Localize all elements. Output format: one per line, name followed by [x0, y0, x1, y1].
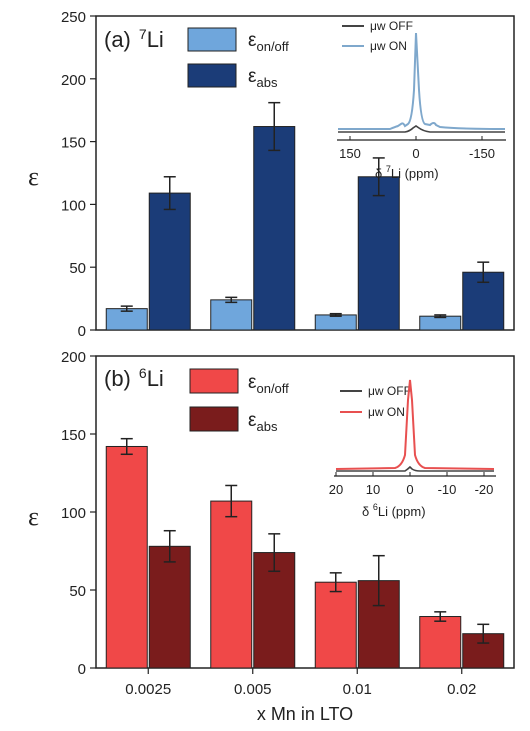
y-tick-label: 200 [61, 349, 86, 366]
inset-b-tick: -10 [438, 482, 457, 497]
y-tick-label: 100 [61, 197, 86, 214]
panel-a-bars [105, 101, 505, 331]
inset-b-spectrum-off [336, 465, 494, 472]
legend-label-abs: εabs [248, 410, 278, 434]
inset-b-xlabel: δ 6Li (ppm) [362, 502, 426, 519]
inset-a-tick: 150 [339, 146, 361, 161]
panel-a-ylabel: ε [28, 162, 39, 191]
y-tick-label: 150 [61, 427, 86, 444]
inset-b-tick: 0 [406, 482, 413, 497]
panel-a-legend: εon/off εabs [187, 27, 289, 90]
inset-b-tick: -20 [475, 482, 494, 497]
bar [357, 176, 400, 331]
bar [314, 314, 357, 331]
bar [210, 500, 253, 669]
legend-swatch-on-off [187, 27, 237, 52]
legend-label-on-off: εon/off [248, 372, 289, 396]
inset-a-legend-on: μw ON [370, 39, 407, 53]
legend-swatch-abs [187, 63, 237, 88]
panel-b-xticks: 0.0025 0.005 0.01 0.02 [125, 668, 476, 698]
bar [105, 445, 148, 669]
inset-a-tick: -150 [469, 146, 495, 161]
inset-b-legend-off: μw OFF [368, 384, 411, 398]
legend-label-abs: εabs [248, 66, 278, 90]
bar [148, 192, 191, 331]
panel-b-yticks: 0 50 100 150 200 [61, 349, 96, 678]
inset-b-tick: 10 [366, 482, 380, 497]
bar [210, 299, 253, 331]
y-tick-label: 0 [78, 323, 86, 340]
y-tick-label: 250 [61, 9, 86, 26]
x-tick-label: 0.01 [343, 681, 372, 698]
panel-a-inset: μw OFF μw ON 150 0 -150 δ 7Li (ppm) [330, 19, 506, 181]
inset-b-legend-on: μw ON [368, 405, 405, 419]
inset-a-tick: 0 [412, 146, 419, 161]
legend-swatch-on-off [189, 368, 239, 394]
y-tick-label: 100 [61, 505, 86, 522]
legend-swatch-abs [189, 406, 239, 432]
bar [253, 126, 296, 331]
panel-b-label: (b) 6Li [104, 365, 164, 391]
inset-a-legend-off: μw OFF [370, 19, 413, 33]
panel-a-yticks: 0 50 100 150 200 250 [61, 9, 96, 340]
bar [419, 315, 462, 331]
panel-b-inset: μw OFF μw ON 20 10 0 -10 -20 δ 6Li (ppm) [329, 379, 496, 519]
panel-b-ylabel: ε [28, 502, 39, 531]
y-tick-label: 150 [61, 135, 86, 152]
inset-a-xlabel: δ 7Li (ppm) [375, 164, 439, 181]
panel-b-legend: εon/off εabs [189, 368, 289, 434]
y-tick-label: 0 [78, 661, 86, 678]
panel-a-frame [95, 15, 515, 331]
panel-b-bars [105, 437, 505, 669]
y-tick-label: 50 [69, 583, 86, 600]
bar [314, 581, 357, 669]
bar [148, 545, 191, 669]
panel-a-label: (a) 7Li [104, 26, 164, 52]
x-tick-label: 0.02 [447, 681, 476, 698]
inset-b-spectrum-on [335, 379, 495, 470]
inset-b-tick: 20 [329, 482, 343, 497]
x-tick-label: 0.005 [234, 681, 272, 698]
panel-a: ε 0 50 100 150 200 250 (a) 7Li εon/off εabs μw… [28, 9, 515, 340]
inset-a-spectrum-off [338, 125, 505, 133]
inset-a-spectrum-on [338, 32, 506, 130]
y-tick-label: 200 [61, 72, 86, 89]
x-tick-label: 0.0025 [125, 681, 171, 698]
bar [419, 616, 462, 669]
x-axis-label: x Mn in LTO [257, 704, 353, 724]
legend-label-on-off: εon/off [248, 30, 289, 54]
y-tick-label: 50 [69, 260, 86, 277]
